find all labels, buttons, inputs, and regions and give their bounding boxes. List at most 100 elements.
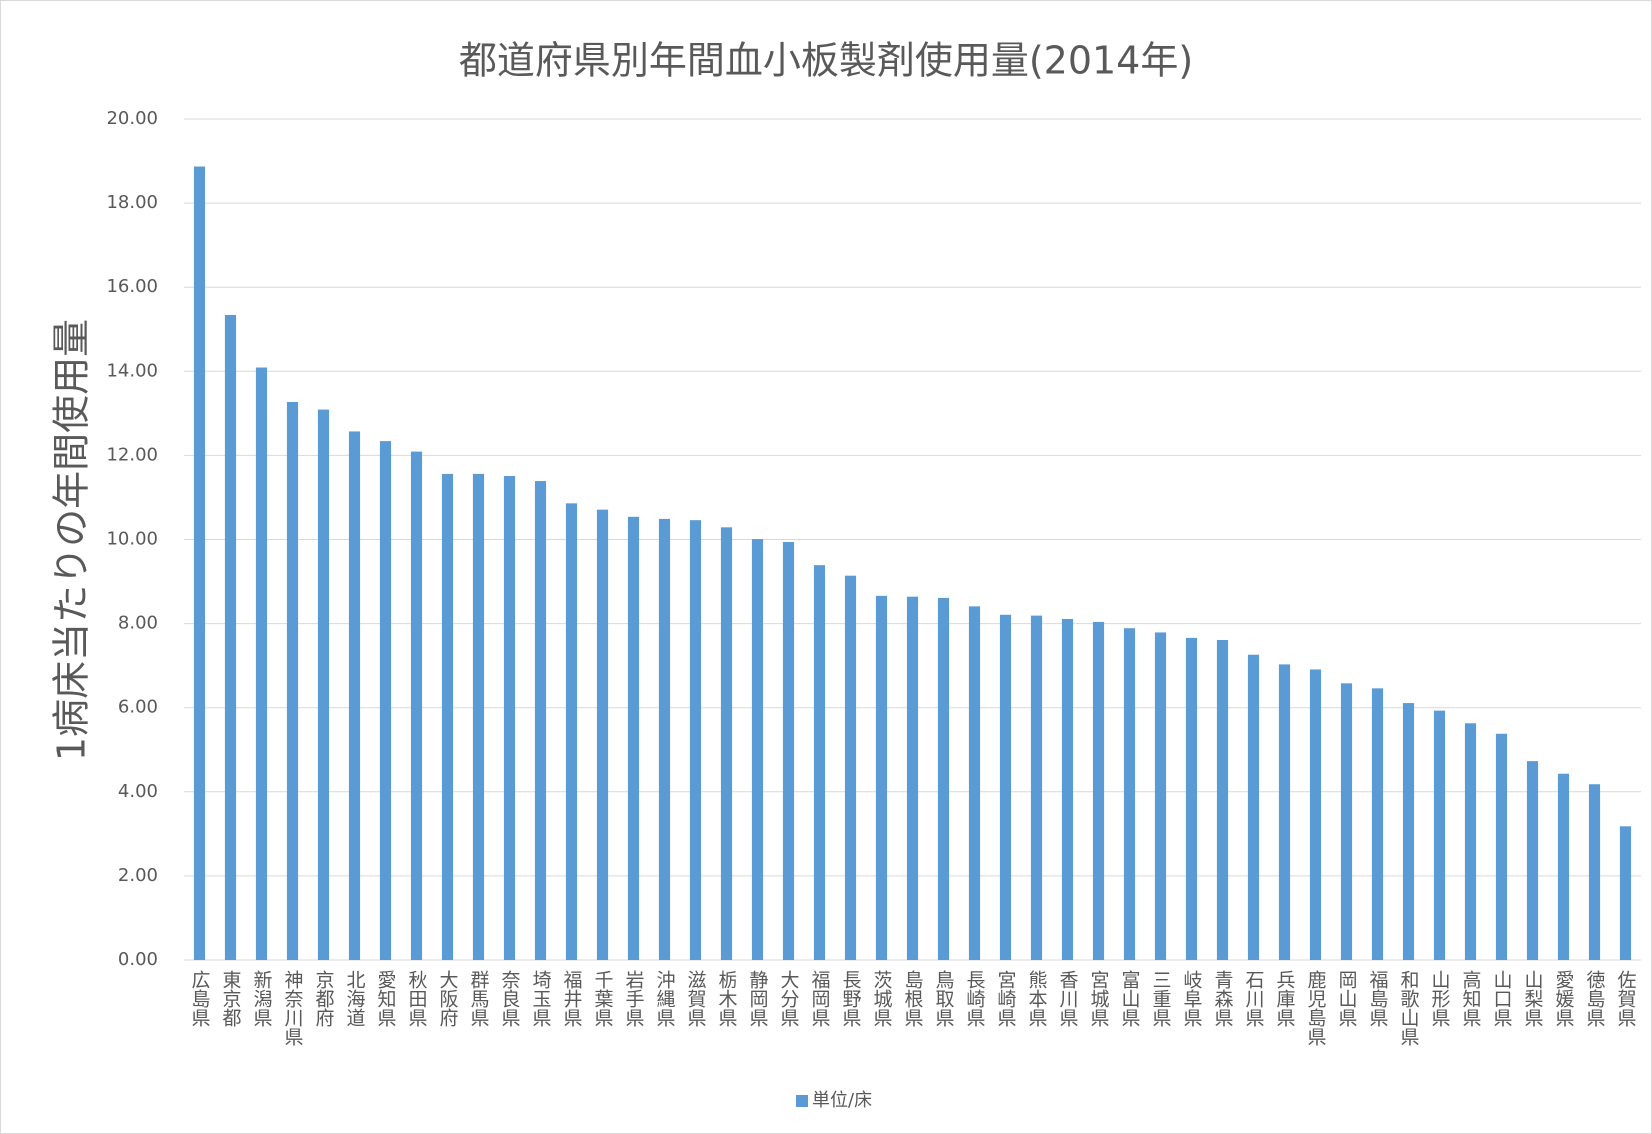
x-tick-label: 鳥取県 [933,970,955,1027]
x-tick-label: 三重県 [1150,970,1172,1027]
x-tick-label: 京都府 [313,970,335,1027]
x-tick-label: 高知県 [1460,970,1482,1027]
x-tick-label: 香川県 [1057,970,1079,1027]
bar [720,527,733,960]
x-tick-label: 奈良県 [499,970,521,1027]
y-tick-label: 8.00 [118,613,158,634]
x-tick-label: 宮城県 [1088,970,1110,1027]
x-tick-label: 鹿児島県 [1305,970,1327,1046]
bar [1247,654,1260,960]
bar [410,451,423,960]
chart-title: 都道府県別年間血小板製剤使用量(2014年) [459,39,1193,83]
bar [565,503,578,960]
bar [1154,632,1167,960]
x-tick-label: 熊本県 [1026,970,1048,1027]
bar [1340,683,1353,960]
bar [255,367,268,960]
y-tick-label: 16.00 [106,276,158,297]
x-tick-label: 島根県 [902,970,924,1027]
y-tick-label: 4.00 [118,781,158,802]
bar [1092,621,1105,960]
x-tick-label: 静岡県 [747,970,769,1027]
x-tick-label: 千葉県 [592,970,614,1027]
x-tick-label: 新潟県 [251,970,273,1027]
x-tick-label: 秋田県 [406,970,428,1027]
x-tick-label: 福島県 [1367,970,1389,1027]
bar [534,481,547,960]
x-tick-label: 大分県 [778,970,800,1027]
x-tick-label: 岐阜県 [1181,970,1203,1027]
x-tick-label: 茨城県 [871,970,893,1027]
y-tick-label: 12.00 [106,444,158,465]
bar [1433,710,1446,960]
x-tick-label: 栃木県 [716,970,738,1027]
x-tick-label: 山梨県 [1522,970,1544,1027]
bar [1371,688,1384,960]
bar [379,441,392,960]
bar [658,518,671,960]
bar [1030,615,1043,960]
y-tick-label: 6.00 [118,697,158,718]
bar [1061,618,1074,960]
x-tick-label: 富山県 [1119,970,1141,1027]
bar [348,431,361,960]
y-tick-label: 14.00 [106,360,158,381]
x-tick-label: 山形県 [1429,970,1451,1027]
x-tick-label: 徳島県 [1584,970,1606,1027]
legend-swatch [796,1095,808,1107]
bar [689,520,702,960]
bar [1185,637,1198,960]
x-tick-label: 愛知県 [375,970,397,1027]
bar [875,595,888,960]
x-tick-label: 滋賀県 [685,970,707,1027]
y-tick-label: 0.00 [118,949,158,970]
x-tick-label: 大阪府 [437,970,459,1027]
bar [1495,733,1508,960]
bar [813,565,826,960]
x-tick-label: 福岡県 [809,970,831,1027]
x-tick-label: 宮崎県 [995,970,1017,1027]
y-axis-title: 1病床当たりの年間使用量 [50,319,94,761]
bar [999,614,1012,960]
bar [503,476,516,960]
bar [1588,784,1601,960]
bar [937,597,950,960]
bar [1309,669,1322,960]
y-tick-label: 18.00 [106,192,158,213]
x-tick-label: 神奈川県 [282,970,304,1046]
x-tick-label: 岩手県 [623,970,645,1027]
bar [751,539,764,960]
bar [844,575,857,960]
x-tick-label: 東京都 [220,970,242,1027]
bar [441,473,454,960]
x-tick-label: 長崎県 [964,970,986,1027]
x-tick-label: 佐賀県 [1615,970,1637,1027]
x-tick-label: 石川県 [1243,970,1265,1027]
x-tick-label: 愛媛県 [1553,970,1575,1027]
x-tick-label: 北海道 [344,970,366,1027]
x-tick-label: 沖縄県 [654,970,676,1027]
y-tick-label: 10.00 [106,529,158,550]
y-tick-label: 20.00 [106,108,158,129]
bar [472,473,485,960]
legend-label: 単位/床 [812,1090,872,1111]
x-tick-label: 兵庫県 [1274,970,1296,1027]
bar [782,542,795,960]
x-tick-label: 岡山県 [1336,970,1358,1027]
bar [1619,826,1632,960]
bar [1402,703,1415,960]
x-tick-label: 青森県 [1212,970,1234,1027]
x-tick-label: 長野県 [840,970,862,1027]
bar [596,509,609,960]
bar [1526,761,1539,960]
x-tick-label: 福井県 [561,970,583,1027]
bar [1123,628,1136,960]
bar [1278,664,1291,960]
bar [286,401,299,961]
bar [1216,639,1229,960]
bar [224,314,237,960]
x-tick-label: 山口県 [1491,970,1513,1027]
x-tick-label: 和歌山県 [1398,970,1420,1046]
